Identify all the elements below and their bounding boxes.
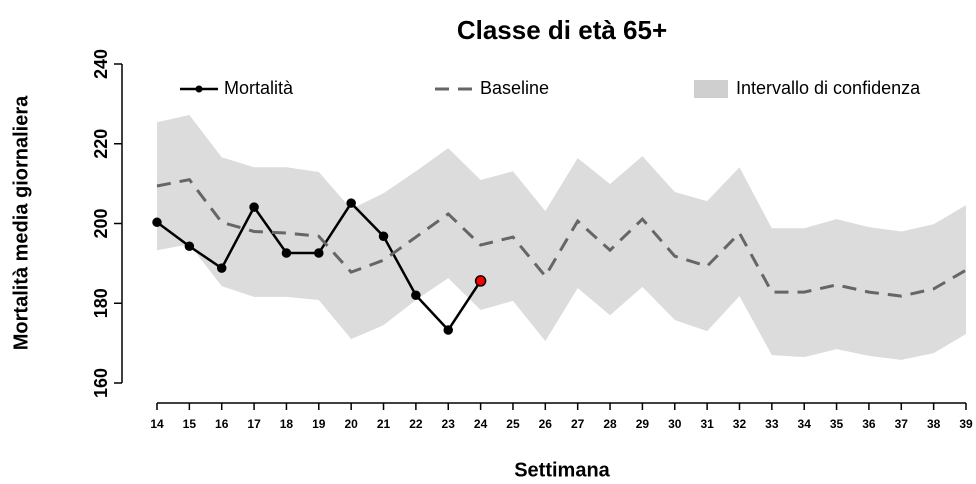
legend-swatch: [195, 85, 203, 93]
y-tick-label: 240: [91, 49, 111, 79]
x-tick-label: 28: [603, 417, 617, 431]
chart-title: Classe di età 65+: [457, 15, 667, 45]
x-tick-label: 36: [862, 417, 876, 431]
data-point: [378, 231, 389, 242]
data-point: [314, 248, 324, 258]
y-tick-label: 200: [91, 208, 111, 238]
confidence-band: [157, 115, 966, 360]
x-tick-label: 31: [700, 417, 714, 431]
legend-label: Baseline: [480, 78, 549, 98]
data-point: [249, 202, 259, 212]
data-point: [411, 290, 421, 301]
x-tick-label: 19: [312, 417, 326, 431]
data-point: [346, 198, 356, 208]
x-tick-label: 37: [895, 417, 909, 431]
x-tick-label: 33: [765, 417, 779, 431]
x-tick-label: 22: [409, 417, 423, 431]
series-line: [156, 177, 967, 298]
data-point: [152, 217, 162, 228]
x-tick-label: 34: [798, 417, 812, 431]
y-axis-label: Mortalità media giornaliera: [10, 95, 32, 350]
x-tick-label: 24: [474, 417, 488, 431]
x-tick-label: 39: [959, 417, 973, 431]
y-tick-label: 220: [91, 129, 111, 159]
x-tick-label: 16: [215, 417, 229, 431]
x-tick-label: 32: [733, 417, 747, 431]
x-tick-label: 14: [150, 417, 164, 431]
x-tick-label: 26: [539, 417, 553, 431]
y-tick-label: 160: [91, 368, 111, 398]
x-tick-label: 20: [344, 417, 358, 431]
data-point: [474, 275, 487, 287]
legend-label: Intervallo di confidenza: [736, 78, 921, 98]
data-point: [443, 325, 453, 335]
x-axis-label: Settimana: [514, 459, 610, 481]
x-tick-label: 23: [442, 417, 456, 431]
x-tick-label: 38: [927, 417, 941, 431]
x-tick-label: 18: [280, 417, 294, 431]
x-tick-label: 25: [506, 417, 520, 431]
data-point: [184, 241, 195, 251]
x-tick-label: 15: [183, 417, 197, 431]
x-tick-label: 29: [636, 417, 650, 431]
x-tick-label: 35: [830, 417, 844, 431]
x-tick-label: 30: [668, 417, 682, 431]
legend-label: Mortalità: [224, 78, 294, 98]
y-tick-label: 180: [91, 288, 111, 318]
legend-swatch: [694, 80, 728, 98]
x-tick-label: 17: [247, 417, 261, 431]
data-point: [281, 248, 292, 258]
data-point: [216, 263, 227, 273]
x-tick-label: 27: [571, 417, 585, 431]
x-tick-label: 21: [377, 417, 391, 431]
